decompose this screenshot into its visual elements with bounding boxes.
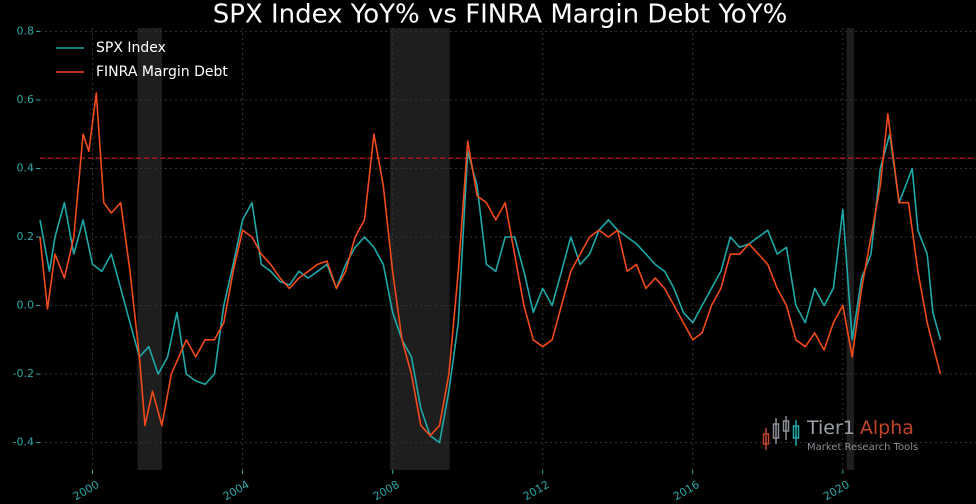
recession-band: [137, 28, 162, 470]
watermark: Tier1 Alpha Market Research Tools: [762, 416, 918, 453]
legend: SPX Index FINRA Margin Debt: [56, 40, 228, 80]
y-tick-label: 0.8: [17, 24, 35, 37]
chart-title: SPX Index YoY% vs FINRA Margin Debt YoY%: [213, 0, 788, 30]
y-tick-label: 0.0: [17, 299, 35, 312]
y-tick-label: 0.6: [17, 93, 35, 106]
watermark-icon: [762, 416, 800, 450]
watermark-brand: Tier1 Alpha: [806, 417, 914, 439]
y-tick-label: -0.2: [13, 367, 34, 380]
legend-label: FINRA Margin Debt: [96, 64, 228, 80]
y-tick-label: 0.4: [17, 161, 35, 174]
series-line: [39, 133, 942, 444]
brand: Tier1: [806, 417, 855, 439]
y-tick-label: 0.2: [17, 230, 35, 243]
brand-accent: Alpha: [860, 417, 914, 439]
legend-label: SPX Index: [96, 40, 166, 56]
recession-band: [846, 28, 855, 470]
watermark-tagline: Market Research Tools: [807, 442, 918, 453]
y-tick-label: -0.4: [13, 436, 34, 449]
series-line: [39, 92, 942, 437]
recession-band: [390, 28, 450, 470]
